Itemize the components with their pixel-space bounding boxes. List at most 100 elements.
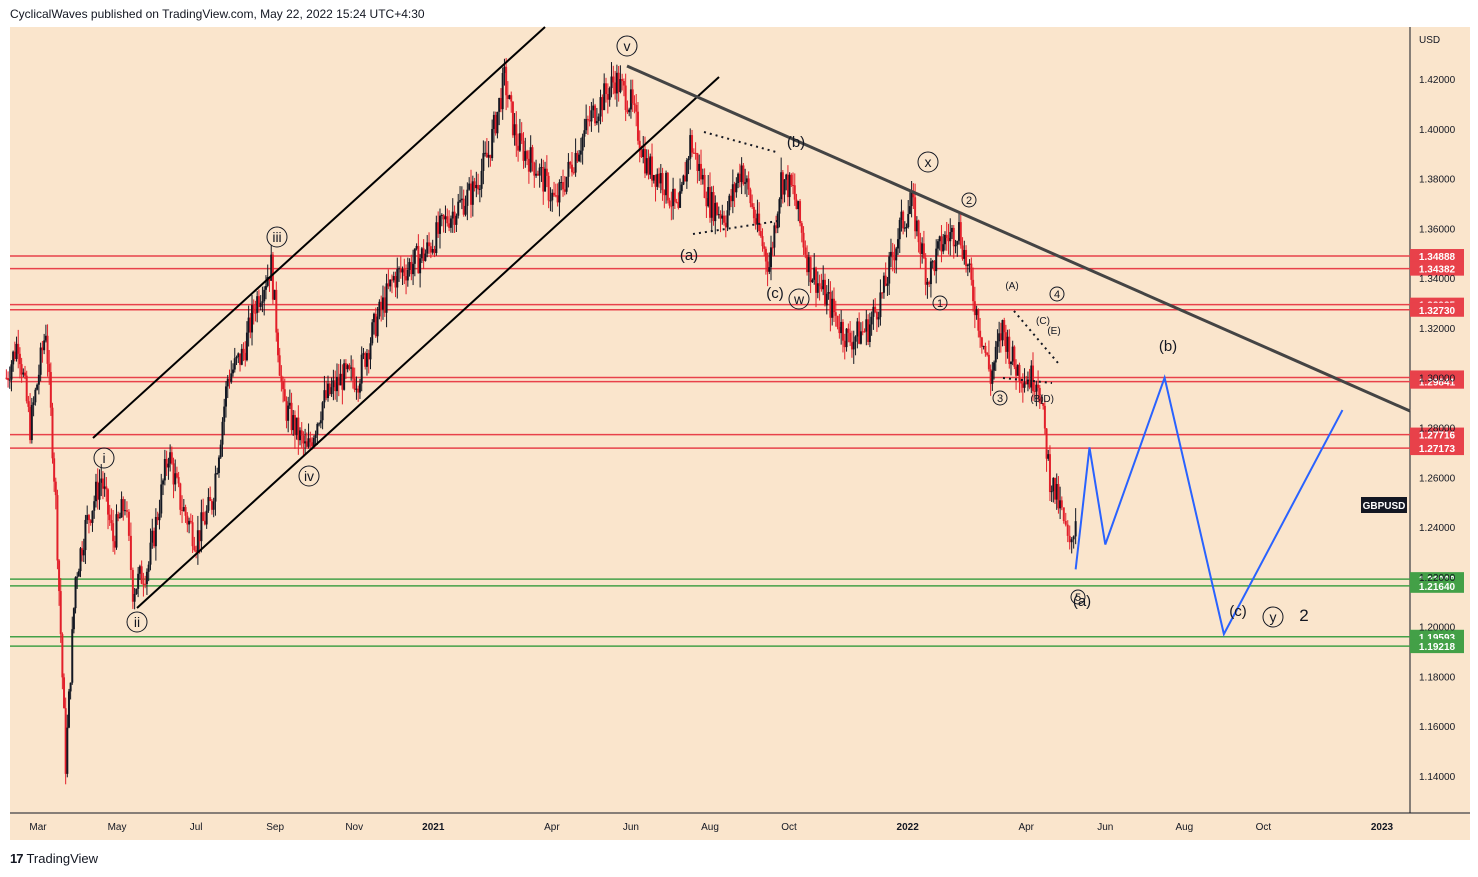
candle-body — [912, 190, 915, 198]
candle-body — [417, 245, 420, 274]
candle-body — [1040, 402, 1043, 404]
candle-body — [986, 352, 989, 355]
candle-body — [952, 227, 955, 247]
channel-upper-line — [92, 26, 546, 439]
candle-body — [145, 571, 148, 585]
candle-body — [758, 213, 761, 232]
candle-body — [902, 211, 905, 229]
candle-body — [608, 88, 611, 100]
candle-body — [494, 114, 497, 134]
candle-body — [252, 305, 255, 313]
candle-body — [621, 79, 624, 82]
candle-body — [360, 354, 363, 384]
candle-body — [129, 535, 132, 570]
candle-body — [710, 192, 713, 218]
candle-body — [373, 313, 375, 323]
candle-body — [312, 437, 315, 447]
candle-body — [8, 379, 11, 381]
candle-body — [610, 76, 613, 89]
time-tick-label: Jul — [190, 822, 203, 833]
candle-body — [831, 298, 834, 318]
candle-body — [288, 402, 291, 406]
candle-body — [244, 352, 247, 361]
candle-body — [820, 286, 823, 290]
candle-body — [18, 353, 21, 365]
candle-body — [585, 118, 588, 131]
price-tick-label: 1.40000 — [1419, 125, 1456, 136]
wave-label: y — [1270, 609, 1277, 625]
candle-body — [882, 275, 885, 293]
wave-label: ii — [134, 614, 140, 630]
candle-body — [240, 348, 243, 365]
candle-body — [547, 175, 550, 201]
candle-body — [271, 254, 274, 300]
candle-body — [863, 331, 866, 333]
candle-body — [369, 343, 372, 360]
candle-body — [749, 189, 752, 204]
candle-body — [108, 514, 111, 521]
candle-body — [287, 405, 290, 421]
candle-body — [861, 331, 864, 333]
time-tick-label: Oct — [1256, 822, 1272, 833]
candle-body — [127, 511, 130, 536]
candle-body — [966, 264, 969, 267]
candle-body — [578, 154, 581, 162]
candle-body — [216, 472, 219, 474]
candle-body — [437, 222, 440, 234]
candle-body — [975, 309, 978, 316]
candle-body — [979, 330, 982, 338]
candle-body — [1020, 381, 1023, 384]
candle-body — [175, 473, 178, 478]
candle-body — [756, 213, 759, 225]
time-tick-label: Jun — [623, 822, 639, 833]
candle-body — [327, 383, 330, 399]
candle-body — [843, 340, 846, 348]
candle-body — [7, 378, 10, 381]
candle-body — [874, 306, 877, 312]
candle-body — [614, 82, 617, 94]
candle-body — [1066, 524, 1069, 536]
candle-body — [588, 120, 591, 122]
candle-body — [77, 571, 80, 577]
candle-body — [431, 249, 434, 253]
tradingview-footer[interactable]: 17 TradingView — [10, 851, 98, 866]
candle-body — [797, 201, 800, 210]
candle-body — [605, 83, 608, 94]
candle-body — [79, 548, 82, 572]
candle-body — [928, 281, 931, 285]
candle-body — [202, 512, 205, 521]
candle-body — [551, 192, 554, 201]
candle-body — [67, 691, 70, 728]
candle-body — [726, 210, 729, 228]
candle-body — [344, 363, 347, 370]
candle-body — [1037, 384, 1040, 388]
candle-body — [698, 163, 701, 171]
candle-body — [893, 257, 896, 261]
wave-label-circle — [992, 390, 1008, 406]
candle-body — [118, 517, 121, 519]
candle-body — [12, 351, 15, 365]
candle-body — [673, 188, 676, 202]
candle-body — [629, 89, 632, 110]
candle-body — [628, 109, 631, 113]
candle-body — [223, 406, 226, 422]
candle-body — [560, 182, 563, 184]
candle-body — [210, 500, 213, 510]
candle-body — [63, 677, 66, 709]
candle-body — [761, 236, 764, 247]
candle-body — [956, 240, 959, 245]
candle-body — [61, 634, 64, 678]
candle-body — [277, 332, 279, 356]
wave-label: iii — [272, 229, 281, 245]
candle-body — [816, 283, 819, 293]
candle-body — [786, 174, 789, 198]
candle-body — [24, 372, 27, 376]
candle-body — [940, 236, 943, 252]
candle-body — [766, 261, 769, 272]
candle-body — [153, 530, 156, 547]
candle-body — [66, 727, 69, 774]
candle-body — [442, 214, 445, 220]
candle-body — [1070, 539, 1073, 543]
price-tick-label: 1.30000 — [1419, 374, 1456, 385]
